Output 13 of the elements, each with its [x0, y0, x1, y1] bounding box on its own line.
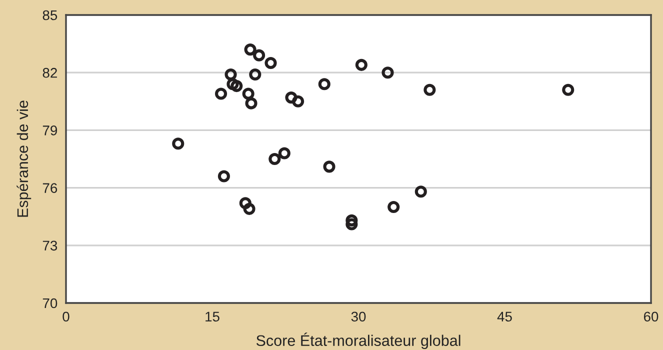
y-tick-label: 85 [42, 10, 58, 20]
y-tick-label: 76 [42, 183, 58, 193]
x-tick-label: 15 [206, 312, 220, 322]
y-tick-label: 70 [42, 298, 58, 308]
y-tick-label: 73 [42, 240, 58, 251]
x-tick-label: 60 [644, 312, 658, 322]
y-tick-label: 79 [42, 126, 58, 136]
x-tick-label: 45 [497, 312, 512, 322]
x-axis-title: Score État-moralisateur global [256, 332, 460, 350]
x-tick-label: 0 [62, 312, 70, 322]
y-axis-title: Espérance de vie [16, 100, 32, 217]
y-tick-label: 82 [42, 68, 57, 78]
x-tick-label: 30 [351, 312, 366, 322]
